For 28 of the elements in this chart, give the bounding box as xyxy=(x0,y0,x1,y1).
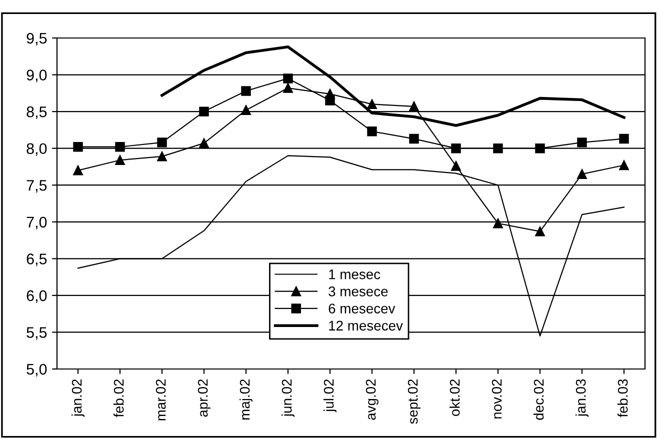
legend-label: 12 mesecev xyxy=(329,320,403,331)
y-tick-label: 6,0 xyxy=(26,290,47,303)
y-tick-label: 9,5 xyxy=(26,32,47,46)
y-tick-label: 7,0 xyxy=(26,216,47,230)
y-tick-label: 9,0 xyxy=(26,70,47,82)
x-tick-label: jun.02 xyxy=(282,379,294,417)
x-tick-label: jan.02 xyxy=(72,379,84,417)
x-tick-label: okt.02 xyxy=(450,379,460,416)
x-tick-label: sept.02 xyxy=(408,379,420,424)
y-tick-label: 7,5 xyxy=(26,180,47,193)
legend-label: 3 mesece xyxy=(328,286,388,296)
y-tick-label: 8,5 xyxy=(26,106,47,120)
legend-label: 6 mesecev xyxy=(328,304,396,314)
x-tick-label: nov.02 xyxy=(492,379,502,418)
x-tick-label: avg.02 xyxy=(366,379,378,420)
legend-label: 1 mesec xyxy=(329,270,380,280)
y-tick-label: 6,5 xyxy=(26,254,47,266)
x-tick-label: jan.03 xyxy=(576,379,588,417)
x-tick-label: maj.02 xyxy=(240,379,252,420)
x-tick-label: feb.03 xyxy=(618,379,628,418)
x-tick-label: dec.02 xyxy=(534,379,544,420)
x-tick-label: mar.02 xyxy=(156,379,166,420)
y-tick-label: 5,0 xyxy=(26,364,47,376)
x-tick-label: jul.02 xyxy=(324,379,336,412)
x-tick-label: feb.02 xyxy=(114,379,124,418)
y-tick-label: 5,5 xyxy=(26,327,47,340)
x-tick-label: apr.02 xyxy=(198,379,210,417)
y-tick-label: 8,0 xyxy=(26,143,47,156)
